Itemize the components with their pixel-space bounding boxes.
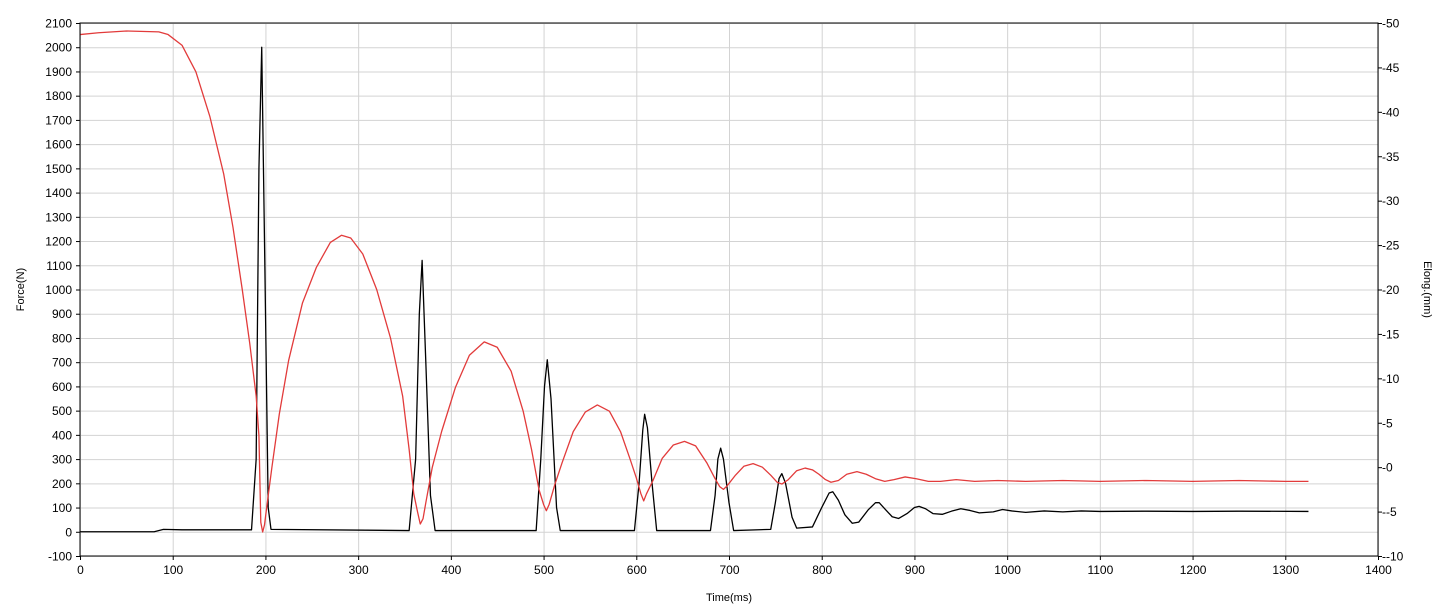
y-left-tick-label: 800 <box>52 331 72 345</box>
y-left-tick-label: 1400 <box>45 186 72 200</box>
x-tick-label: 700 <box>719 563 739 577</box>
y-right-tick-label: -30 <box>1382 194 1400 208</box>
y-right-tick-label: -35 <box>1382 150 1400 164</box>
y-left-tick-label: 1900 <box>45 65 72 79</box>
y-left-tick-label: 200 <box>52 477 72 491</box>
y-left-tick-label: 400 <box>52 428 72 442</box>
elongation-series-line <box>79 30 1309 533</box>
x-tick-label: 1100 <box>1087 563 1113 577</box>
y-right-tick-label: -40 <box>1382 105 1400 119</box>
y-left-axis-title: Force(N) <box>15 268 27 311</box>
y-right-tick-label: --5 <box>1382 505 1397 519</box>
y-left-tick-label: 600 <box>52 380 72 394</box>
y-left-tick-label: -100 <box>48 550 72 564</box>
y-left-tick-label: 500 <box>52 404 72 418</box>
y-left-tick-label: 1300 <box>45 210 72 224</box>
x-tick-label: 100 <box>163 563 183 577</box>
x-tick-label: 1400 <box>1365 563 1392 577</box>
x-tick-label: 1000 <box>994 563 1021 577</box>
y-right-tick-labels: --10 --5 -0 -5 -10 -15 -20 -25 -30 -35 -40 -45 -50 <box>1382 17 1404 564</box>
force-series-line <box>80 46 1309 533</box>
x-tick-labels: 0 100 200 300 400 500 600 700 800 900 1000 1100 1200… <box>77 563 1392 577</box>
y-left-tick-label: 1200 <box>45 235 72 249</box>
y-right-tick-label: -0 <box>1382 461 1393 475</box>
x-tick-label: 400 <box>441 563 461 577</box>
series-layer <box>79 30 1309 533</box>
y-left-tick-label: 1500 <box>45 162 72 176</box>
y-right-tick-label: -15 <box>1382 327 1400 341</box>
y-left-tick-label: 0 <box>65 525 72 539</box>
x-tick-label: 1300 <box>1272 563 1299 577</box>
y-left-tick-label: 1700 <box>45 113 72 127</box>
y-left-tick-label: 2100 <box>45 17 72 31</box>
x-tick-label: 300 <box>349 563 369 577</box>
x-tick-label: 900 <box>905 563 925 577</box>
x-tick-label: 600 <box>627 563 647 577</box>
x-tick-label: 200 <box>256 563 276 577</box>
y-left-tick-label: 100 <box>52 501 72 515</box>
y-right-tick-label: -10 <box>1382 372 1400 386</box>
x-axis-title: Time(ms) <box>706 592 752 604</box>
y-left-tick-label: 1000 <box>45 283 72 297</box>
x-tick-label: 1200 <box>1180 563 1207 577</box>
y-right-tick-label: -25 <box>1382 239 1400 253</box>
y-left-tick-label: 300 <box>52 453 72 467</box>
x-tick-label: 500 <box>534 563 554 577</box>
y-right-axis-title: Elong.(mm) <box>1421 261 1433 318</box>
y-left-tick-label: 1100 <box>46 259 72 273</box>
x-tick-label: 800 <box>812 563 832 577</box>
y-right-tick-label: --10 <box>1382 550 1404 564</box>
y-right-tick-label: -20 <box>1382 283 1400 297</box>
y-right-tick-label: -5 <box>1382 416 1393 430</box>
y-right-tick-label: -45 <box>1382 61 1400 75</box>
y-left-tick-label: 1800 <box>45 89 72 103</box>
y-left-tick-label: 700 <box>52 356 72 370</box>
y-left-tick-label: 900 <box>52 307 72 321</box>
y-right-tick-label: -50 <box>1382 17 1400 31</box>
x-tick-label: 0 <box>77 563 84 577</box>
y-left-tick-label: 2000 <box>45 41 72 55</box>
y-left-tick-labels: -100 0 100 200 300 400 500 600 700 800 900 1000 1100… <box>45 17 72 564</box>
y-left-tick-label: 1600 <box>45 138 72 152</box>
ticks <box>76 23 1382 560</box>
